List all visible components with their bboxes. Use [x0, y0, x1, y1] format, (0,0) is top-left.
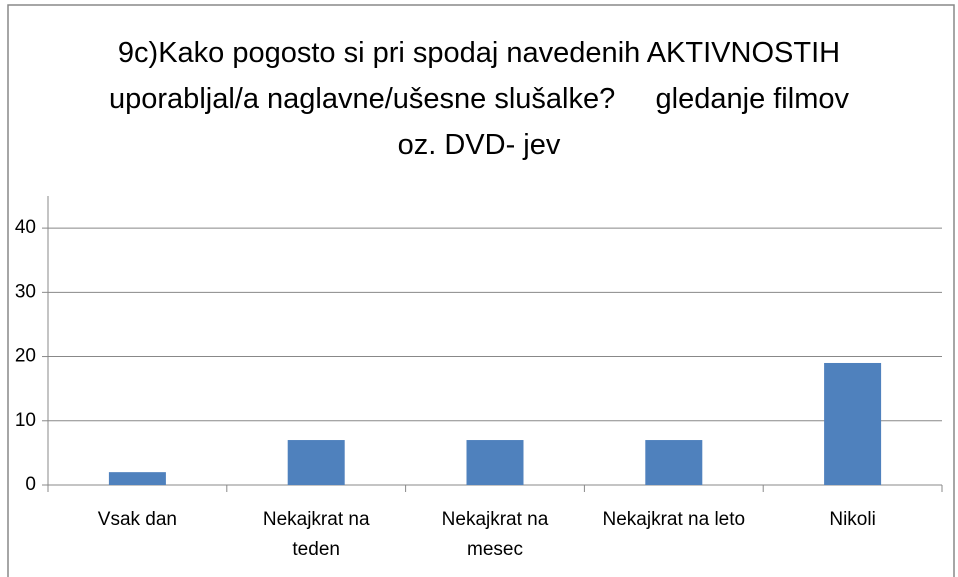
- bar: [645, 440, 703, 485]
- x-tick-label: Nekajkrat na teden: [262, 509, 370, 560]
- bar: [108, 472, 166, 485]
- bar: [287, 440, 345, 485]
- y-tick-label: 20: [15, 346, 36, 367]
- x-tick-label: Nekajkrat na leto: [602, 509, 746, 530]
- x-tick-label: Nikoli: [829, 509, 876, 530]
- x-tick-label: Nekajkrat na mesec: [441, 509, 549, 560]
- bar: [824, 362, 882, 485]
- y-tick-label: 10: [15, 410, 36, 431]
- x-tick-label: Vsak dan: [97, 509, 177, 530]
- bar: [466, 440, 524, 485]
- y-tick-label: 0: [25, 474, 36, 495]
- y-tick-label: 40: [15, 217, 36, 238]
- chart-title: 9c)Kako pogosto si pri spodaj navedenih …: [109, 37, 849, 161]
- y-tick-label: 30: [15, 281, 36, 302]
